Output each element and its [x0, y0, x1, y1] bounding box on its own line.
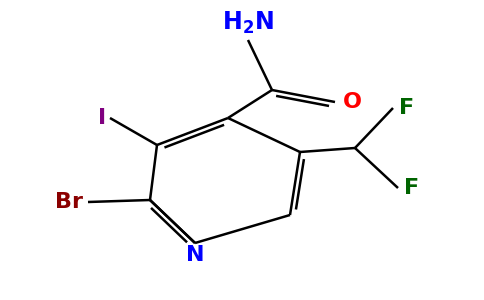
Text: N: N: [186, 245, 204, 265]
Text: I: I: [98, 108, 106, 128]
Text: O: O: [343, 92, 362, 112]
Text: F: F: [399, 98, 414, 118]
Text: Br: Br: [55, 192, 83, 212]
Text: $\mathregular{H_2N}$: $\mathregular{H_2N}$: [222, 10, 274, 36]
Text: F: F: [404, 178, 419, 198]
